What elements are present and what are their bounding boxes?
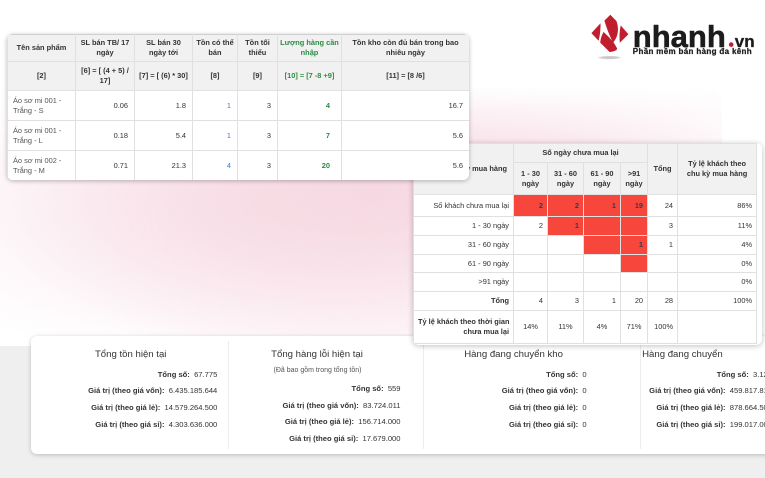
svg-text:nhanh: nhanh <box>633 19 726 54</box>
svg-text:Phần mềm bán hàng đa kênh: Phần mềm bán hàng đa kênh <box>633 47 752 56</box>
svg-text:vn: vn <box>735 32 755 51</box>
